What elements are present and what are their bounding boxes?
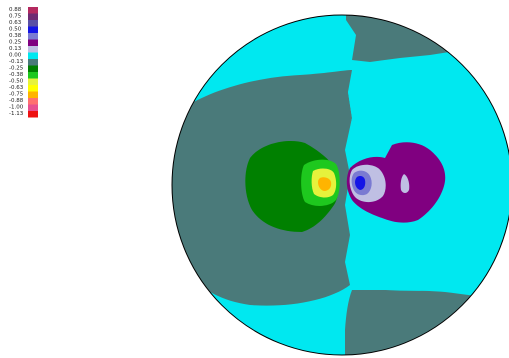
legend-label: 0.38 <box>9 33 22 39</box>
legend-label: 0.63 <box>9 20 22 26</box>
region-bottom-center <box>345 290 509 355</box>
legend-label: 0.50 <box>9 27 22 33</box>
color-legend: 0.880.750.630.500.380.250.130.00-0.13-0.… <box>9 7 38 118</box>
legend-label: -0.13 <box>9 59 24 65</box>
legend-label: -0.25 <box>9 66 24 72</box>
legend-swatch <box>28 59 38 66</box>
legend-label: -0.38 <box>9 72 24 78</box>
legend-swatch <box>28 98 38 105</box>
legend-label: -0.50 <box>9 79 24 85</box>
disk-outline <box>171 14 509 356</box>
legend-swatch <box>28 20 38 27</box>
legend-swatch <box>28 33 38 40</box>
legend-label: 0.25 <box>9 40 22 46</box>
region-positive-core-outer <box>346 142 446 223</box>
legend-swatch <box>28 26 38 33</box>
legend-swatch <box>28 7 38 14</box>
region-negative-core-peak <box>318 177 332 191</box>
legend-swatch <box>28 13 38 20</box>
legend-label: 0.13 <box>9 46 22 52</box>
legend-swatch <box>28 104 38 111</box>
legend-swatch <box>28 46 38 53</box>
legend-swatch <box>28 39 38 46</box>
legend-label: 0.88 <box>9 7 22 13</box>
region-positive-core-mid-small <box>400 174 410 193</box>
legend-label: 0.00 <box>9 53 22 59</box>
legend-swatch <box>28 72 38 79</box>
legend-swatch <box>28 65 38 72</box>
legend-swatch <box>28 52 38 59</box>
region-top-center <box>346 15 509 62</box>
legend-swatch <box>28 111 38 118</box>
legend-label: 0.75 <box>9 14 22 20</box>
legend-label: -0.63 <box>9 85 24 91</box>
legend-swatch <box>28 85 38 92</box>
legend-swatch <box>28 78 38 85</box>
legend-label: -1.00 <box>9 105 24 111</box>
legend-label: -1.13 <box>9 111 24 117</box>
legend-label: -0.88 <box>9 98 24 104</box>
region-positive-core-peak <box>355 176 366 190</box>
legend-swatch <box>28 91 38 98</box>
legend-label: -0.75 <box>9 92 24 98</box>
contour-plot <box>172 15 509 355</box>
